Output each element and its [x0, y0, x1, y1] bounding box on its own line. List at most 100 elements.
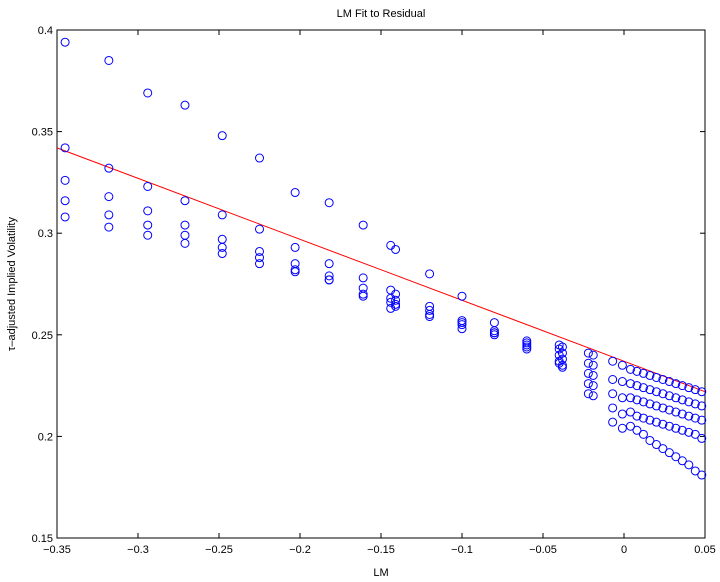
data-point: [651, 372, 661, 382]
data-point: [180, 220, 190, 230]
data-point: [217, 131, 227, 141]
data-point: [583, 348, 593, 358]
data-point: [632, 395, 642, 405]
data-point: [557, 348, 567, 358]
data-point: [583, 379, 593, 389]
y-tick-label: 0.4: [38, 25, 53, 37]
data-point: [684, 411, 694, 421]
x-axis-label: LM: [373, 567, 388, 579]
data-point: [143, 88, 153, 98]
data-point: [638, 429, 648, 439]
scatter-points: [60, 37, 707, 480]
data-point: [180, 100, 190, 110]
data-point: [664, 448, 674, 458]
data-point: [522, 344, 532, 354]
data-point: [290, 267, 300, 277]
data-point: [677, 395, 687, 405]
data-point: [425, 312, 435, 322]
data-point: [391, 301, 401, 311]
y-tick-label: 0.2: [38, 431, 53, 443]
y-axis-label: τ–adjusted Implied Volatility: [6, 217, 18, 351]
data-point: [425, 269, 435, 279]
plot-area: [56, 29, 706, 539]
data-point: [180, 238, 190, 248]
data-point: [617, 360, 627, 370]
data-point: [671, 379, 681, 389]
data-point: [625, 407, 635, 417]
data-point: [588, 360, 598, 370]
chart-title: LM Fit to Residual: [337, 8, 426, 20]
data-point: [697, 401, 707, 411]
data-point: [588, 350, 598, 360]
data-point: [143, 220, 153, 230]
data-point: [457, 320, 467, 330]
data-point: [457, 324, 467, 334]
data-point: [608, 403, 618, 413]
data-point: [608, 417, 618, 427]
x-tick-label: −0.25: [205, 544, 233, 556]
data-point: [104, 210, 114, 220]
data-point: [645, 399, 655, 409]
data-point: [60, 37, 70, 47]
data-point: [617, 409, 627, 419]
data-point: [697, 433, 707, 443]
data-point: [651, 401, 661, 411]
data-point: [60, 143, 70, 153]
data-point: [255, 253, 264, 263]
data-point: [60, 212, 70, 222]
data-point: [324, 259, 334, 269]
data-point: [255, 153, 264, 163]
data-point: [690, 385, 700, 395]
data-point: [658, 444, 668, 454]
data-point: [625, 421, 635, 431]
data-point: [664, 391, 674, 401]
data-point: [143, 181, 153, 191]
data-point: [658, 419, 668, 429]
data-point: [358, 273, 368, 283]
data-point: [645, 370, 655, 380]
data-point: [617, 423, 627, 433]
data-point: [671, 407, 681, 417]
data-point: [658, 403, 668, 413]
data-point: [217, 210, 227, 220]
data-point: [425, 305, 435, 315]
data-point: [684, 397, 694, 407]
data-point: [583, 368, 593, 378]
data-point: [217, 249, 227, 259]
x-tick-label: −0.15: [367, 544, 395, 556]
data-point: [588, 381, 598, 391]
data-point: [588, 391, 598, 401]
x-tick-label: −0.05: [529, 544, 557, 556]
y-axis: 0.15 0.2 0.25 0.3 0.35 0.4: [32, 25, 705, 545]
data-point: [632, 411, 642, 421]
data-point: [583, 389, 593, 399]
data-point: [180, 196, 190, 206]
x-tick-label: 0.05: [694, 544, 715, 556]
data-point: [684, 460, 694, 470]
data-point: [583, 358, 593, 368]
data-point: [697, 415, 707, 425]
data-point: [645, 435, 655, 445]
data-point: [60, 175, 70, 185]
data-point: [690, 413, 700, 423]
data-point: [588, 370, 598, 380]
data-point: [324, 198, 334, 208]
data-point: [638, 368, 648, 378]
x-tick-label: −0.1: [451, 544, 473, 556]
data-point: [632, 366, 642, 376]
data-point: [324, 275, 334, 285]
data-point: [290, 188, 300, 198]
data-point: [690, 429, 700, 439]
data-point: [638, 397, 648, 407]
data-point: [104, 222, 114, 232]
data-point: [625, 379, 635, 389]
data-point: [143, 230, 153, 240]
fit-line-layer: [56, 147, 706, 393]
data-point: [645, 415, 655, 425]
data-point: [677, 409, 687, 419]
x-tick-label: 0: [621, 544, 627, 556]
data-point: [391, 289, 401, 299]
data-point: [677, 381, 687, 391]
fit-line: [56, 147, 706, 393]
